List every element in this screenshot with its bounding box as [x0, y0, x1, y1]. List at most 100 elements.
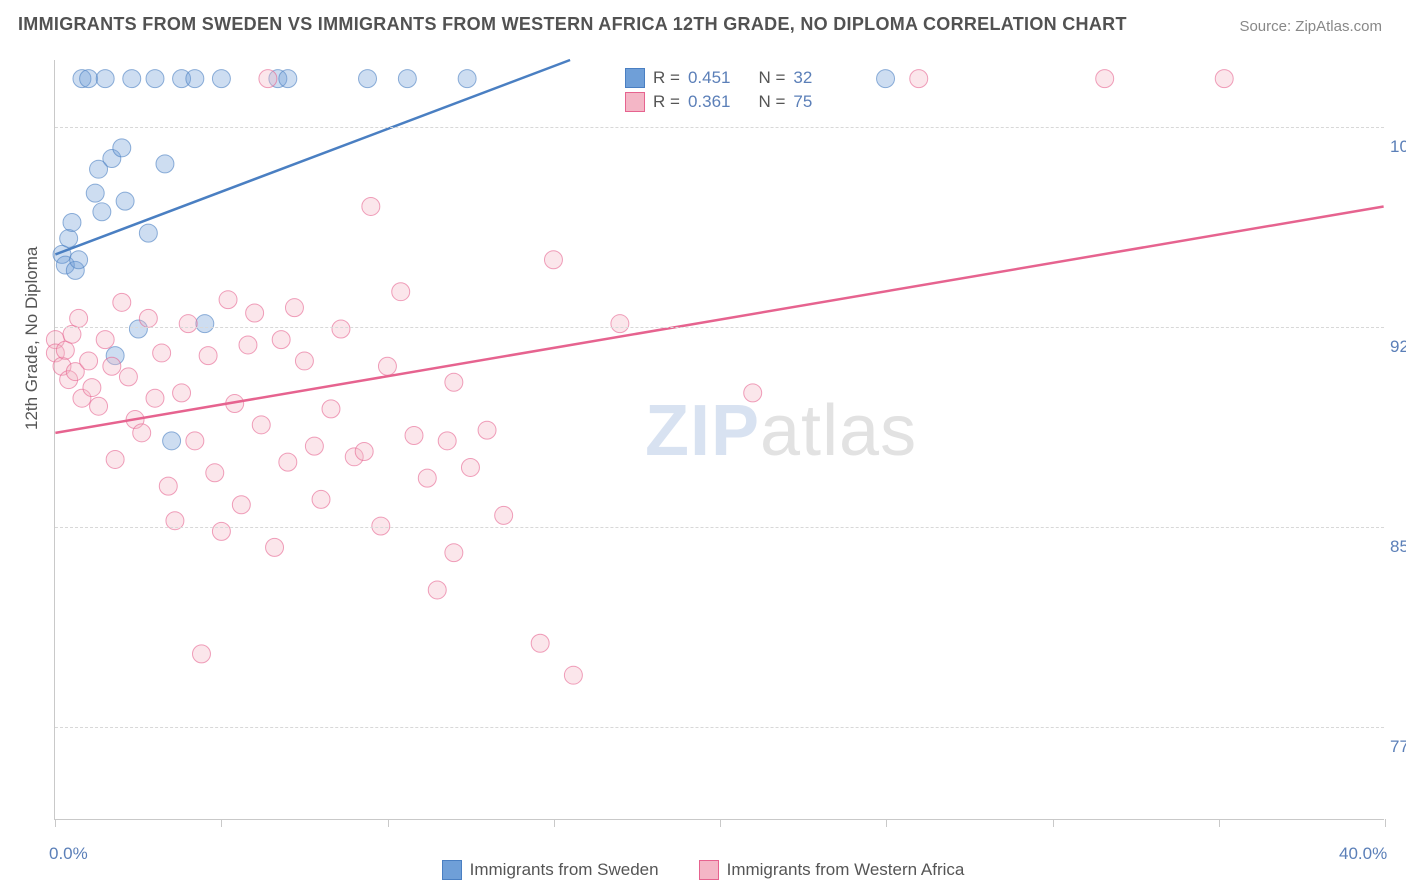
legend-item-sweden: Immigrants from Sweden	[442, 860, 659, 880]
scatter-point-wafrica	[461, 458, 479, 476]
scatter-point-sweden	[196, 315, 214, 333]
scatter-point-sweden	[398, 70, 416, 88]
scatter-point-wafrica	[272, 331, 290, 349]
scatter-point-sweden	[113, 139, 131, 157]
scatter-point-wafrica	[428, 581, 446, 599]
swatch-sweden	[625, 68, 645, 88]
scatter-point-sweden	[116, 192, 134, 210]
scatter-point-wafrica	[322, 400, 340, 418]
scatter-point-wafrica	[63, 325, 81, 343]
gridline-h	[55, 527, 1384, 528]
legend-label-wafrica: Immigrants from Western Africa	[727, 860, 965, 880]
gridline-h	[55, 327, 1384, 328]
y-tick-label: 92.5%	[1390, 337, 1406, 357]
scatter-point-wafrica	[305, 437, 323, 455]
scatter-point-sweden	[156, 155, 174, 173]
n-label: N =	[758, 92, 785, 112]
scatter-point-wafrica	[1215, 70, 1233, 88]
scatter-point-wafrica	[312, 490, 330, 508]
y-tick-label: 85.0%	[1390, 537, 1406, 557]
scatter-point-sweden	[146, 70, 164, 88]
legend-swatch-wafrica	[699, 860, 719, 880]
scatter-point-sweden	[163, 432, 181, 450]
scatter-point-wafrica	[266, 538, 284, 556]
scatter-point-wafrica	[80, 352, 98, 370]
legend-stats-box: R = 0.451 N = 32 R = 0.361 N = 75	[615, 62, 822, 118]
scatter-point-wafrica	[611, 315, 629, 333]
x-tick	[720, 819, 721, 827]
scatter-point-sweden	[80, 70, 98, 88]
x-tick	[1385, 819, 1386, 827]
scatter-point-wafrica	[418, 469, 436, 487]
scatter-point-wafrica	[544, 251, 562, 269]
scatter-point-wafrica	[285, 299, 303, 317]
x-tick	[55, 819, 56, 827]
scatter-point-wafrica	[239, 336, 257, 354]
scatter-point-wafrica	[219, 291, 237, 309]
swatch-wafrica	[625, 92, 645, 112]
gridline-h	[55, 127, 1384, 128]
scatter-point-wafrica	[212, 522, 230, 540]
legend-stats-row-sweden: R = 0.451 N = 32	[625, 66, 812, 90]
scatter-point-sweden	[70, 251, 88, 269]
scatter-point-sweden	[86, 184, 104, 202]
scatter-point-wafrica	[910, 70, 928, 88]
scatter-point-wafrica	[153, 344, 171, 362]
gridline-h	[55, 727, 1384, 728]
x-tick	[221, 819, 222, 827]
scatter-point-wafrica	[438, 432, 456, 450]
scatter-point-wafrica	[445, 544, 463, 562]
scatter-point-wafrica	[199, 347, 217, 365]
n-value-sweden: 32	[793, 68, 812, 88]
chart-svg	[55, 60, 1384, 819]
scatter-point-wafrica	[119, 368, 137, 386]
legend-stats-row-wafrica: R = 0.361 N = 75	[625, 90, 812, 114]
scatter-point-wafrica	[139, 309, 157, 327]
x-tick	[886, 819, 887, 827]
scatter-point-wafrica	[362, 197, 380, 215]
legend-item-wafrica: Immigrants from Western Africa	[699, 860, 965, 880]
scatter-point-wafrica	[295, 352, 313, 370]
y-axis-label: 12th Grade, No Diploma	[22, 247, 42, 430]
scatter-point-wafrica	[113, 293, 131, 311]
scatter-point-wafrica	[103, 357, 121, 375]
source-label: Source: ZipAtlas.com	[1239, 18, 1382, 35]
r-value-sweden: 0.451	[688, 68, 731, 88]
scatter-point-wafrica	[332, 320, 350, 338]
scatter-point-wafrica	[478, 421, 496, 439]
scatter-point-wafrica	[355, 442, 373, 460]
scatter-point-sweden	[123, 70, 141, 88]
scatter-point-wafrica	[246, 304, 264, 322]
scatter-point-sweden	[186, 70, 204, 88]
scatter-point-wafrica	[232, 496, 250, 514]
x-tick	[554, 819, 555, 827]
scatter-point-wafrica	[90, 397, 108, 415]
scatter-point-sweden	[212, 70, 230, 88]
y-tick-label: 100.0%	[1390, 137, 1406, 157]
scatter-point-wafrica	[56, 341, 74, 359]
x-tick	[388, 819, 389, 827]
trend-line-sweden	[55, 60, 570, 254]
scatter-point-sweden	[139, 224, 157, 242]
scatter-point-wafrica	[378, 357, 396, 375]
scatter-point-wafrica	[159, 477, 177, 495]
legend-swatch-sweden	[442, 860, 462, 880]
scatter-point-wafrica	[96, 331, 114, 349]
scatter-point-sweden	[60, 229, 78, 247]
scatter-point-wafrica	[252, 416, 270, 434]
r-label: R =	[653, 92, 680, 112]
chart-title: IMMIGRANTS FROM SWEDEN VS IMMIGRANTS FRO…	[18, 14, 1127, 35]
scatter-point-sweden	[63, 213, 81, 231]
x-tick	[1053, 819, 1054, 827]
scatter-point-wafrica	[405, 427, 423, 445]
scatter-point-wafrica	[179, 315, 197, 333]
scatter-point-wafrica	[173, 384, 191, 402]
scatter-point-sweden	[458, 70, 476, 88]
r-label: R =	[653, 68, 680, 88]
scatter-point-wafrica	[83, 379, 101, 397]
plot-area: ZIPatlas R = 0.451 N = 32 R = 0.361 N = …	[54, 60, 1384, 820]
scatter-point-wafrica	[531, 634, 549, 652]
scatter-point-sweden	[96, 70, 114, 88]
x-tick	[1219, 819, 1220, 827]
scatter-point-wafrica	[392, 283, 410, 301]
